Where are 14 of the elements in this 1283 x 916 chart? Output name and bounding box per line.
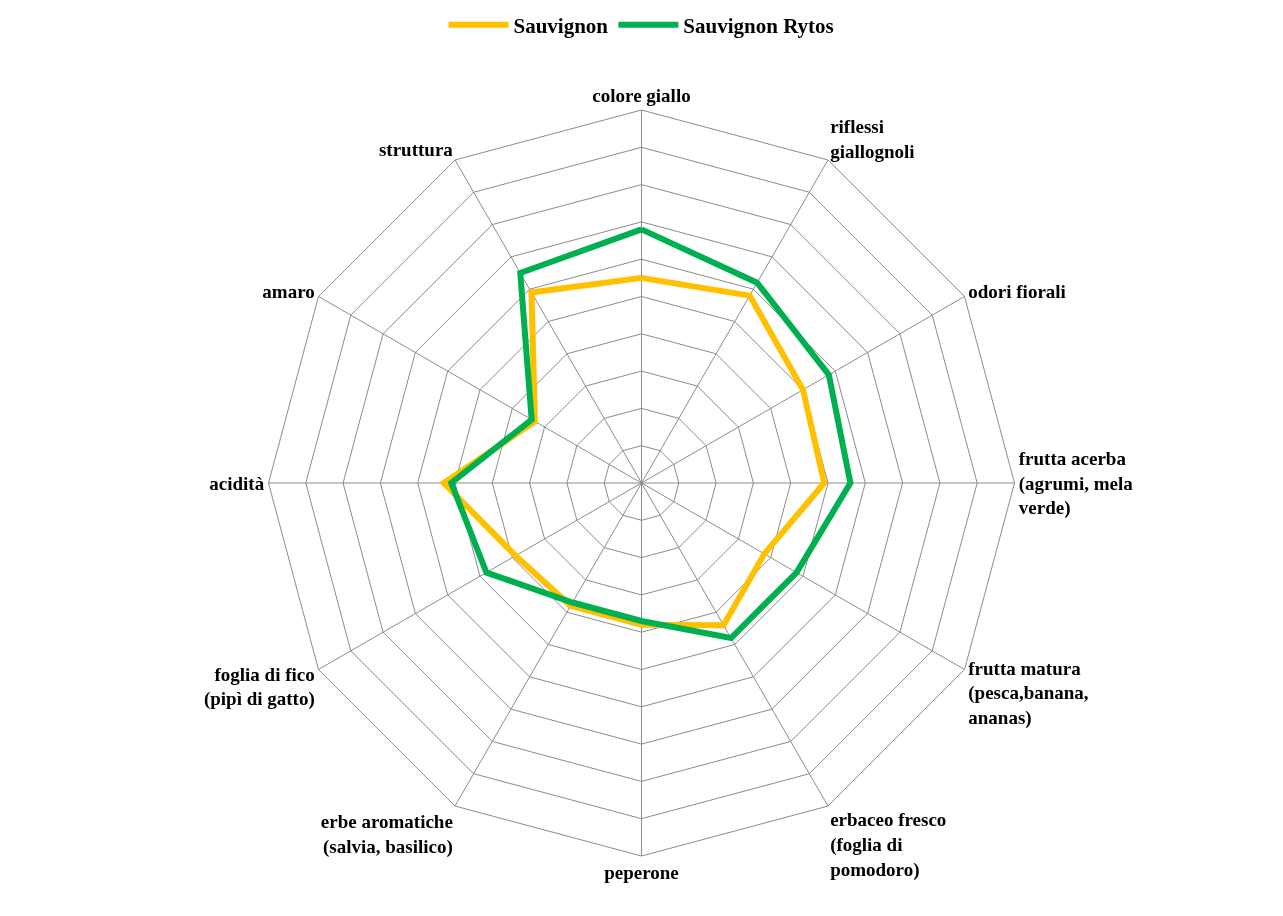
spoke-label: riflessi giallognoli <box>830 116 915 162</box>
legend-label: Sauvignon Rytos <box>683 13 834 38</box>
spoke-label: amaro <box>262 281 315 303</box>
spoke-label: colore giallo <box>592 84 691 106</box>
spoke-label: peperone <box>604 862 679 884</box>
spoke-label: frutta acerba (agrumi, mela verde) <box>1018 447 1134 520</box>
spoke-label: foglia di fico (pipì di gatto) <box>203 663 315 711</box>
spoke-label: struttura <box>378 139 454 161</box>
spoke-label: odori fiorali <box>968 281 1066 303</box>
spoke-label: frutta matura (pesca,banana, ananas) <box>968 657 1089 729</box>
legend-label: Sauvignon <box>513 13 609 38</box>
spoke-label: acidità <box>209 472 265 494</box>
spoke-label: erbe aromatiche (salvia, basilico) <box>320 810 453 858</box>
spoke-label: erbaceo fresco (foglia di pomodoro) <box>830 809 947 881</box>
